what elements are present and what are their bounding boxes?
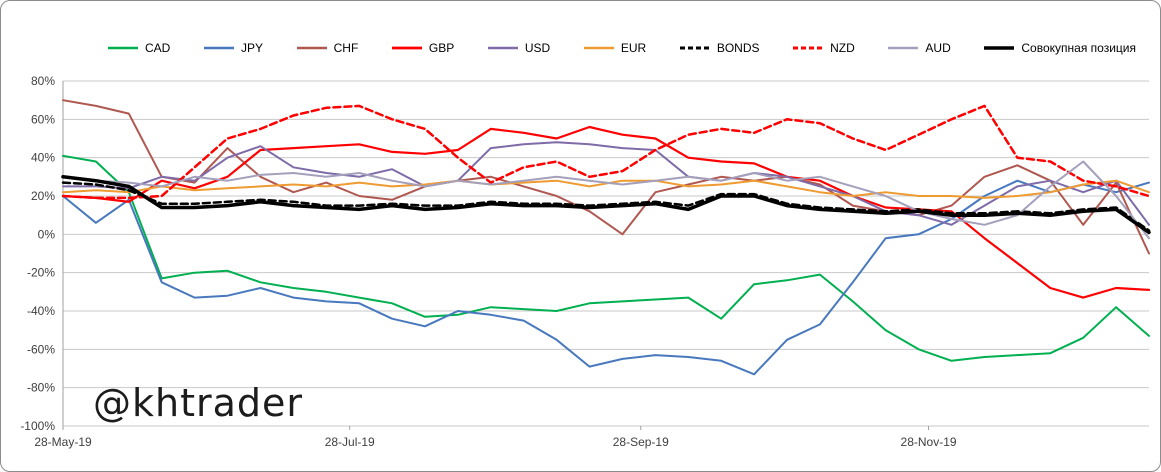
legend-swatch-jpy	[203, 46, 234, 50]
chart-legend: CAD JPY CHF GBP USD EUR BONDS NZD AUD Совокупная …	[107, 41, 1136, 55]
series-line-bonds	[61, 181, 1151, 232]
legend-item-usd: USD	[487, 41, 550, 55]
y-axis-label: 0%	[38, 227, 56, 241]
watermark: @khtrader	[93, 381, 304, 425]
legend-label-total: Совокупная позиция	[1021, 41, 1136, 55]
y-axis-label: -40%	[27, 304, 55, 318]
y-axis-label: -80%	[27, 381, 55, 395]
legend-swatch-total	[984, 46, 1015, 50]
legend-swatch-eur	[583, 46, 614, 50]
y-axis-label: -60%	[27, 342, 55, 356]
legend-item-eur: EUR	[583, 41, 646, 55]
y-axis-label: 40%	[31, 151, 55, 165]
legend-item-bonds: BONDS	[679, 41, 760, 55]
legend-swatch-usd	[487, 46, 518, 50]
legend-item-chf: CHF	[296, 41, 359, 55]
y-axis-label: -100%	[20, 419, 55, 433]
legend-label-jpy: JPY	[240, 41, 263, 55]
legend-item-gbp: GBP	[391, 41, 454, 55]
y-axis-label: 80%	[31, 74, 55, 88]
legend-item-jpy: JPY	[203, 41, 263, 55]
legend-swatch-gbp	[391, 46, 422, 50]
series-line-nzd	[61, 104, 1151, 200]
legend-item-aud: AUD	[887, 41, 951, 55]
series-line-aud	[62, 160, 1150, 240]
series-line-jpy	[62, 179, 1150, 376]
y-axis-label: 20%	[31, 189, 55, 203]
legend-swatch-cad	[108, 46, 138, 50]
legend-label-nzd: NZD	[830, 41, 855, 55]
series-line-total	[61, 175, 1151, 235]
legend-label-gbp: GBP	[428, 41, 455, 55]
legend-label-usd: USD	[524, 41, 551, 55]
x-axis-label: 28-May-19	[34, 435, 92, 449]
legend-item-total: Совокупная позиция	[983, 41, 1136, 55]
legend-item-nzd: NZD	[792, 41, 855, 55]
legend-swatch-chf	[296, 46, 327, 50]
y-axis-label: 60%	[31, 112, 55, 126]
legend-swatch-nzd	[793, 46, 824, 50]
series-line-cad	[62, 154, 1150, 362]
line-chart: 80% 60% 40% 20% 0% -20% -40% -60% -80% -100% 28-Ma…	[20, 74, 1151, 449]
legend-label-chf: CHF	[333, 41, 359, 55]
legend-label-aud: AUD	[925, 41, 951, 55]
x-axis-label: 28-Jul-19	[325, 435, 375, 449]
y-axis-label: -20%	[27, 266, 55, 280]
legend-label-eur: EUR	[620, 41, 647, 55]
legend-item-cad: CAD	[107, 41, 170, 55]
x-axis-label: 28-Sep-19	[613, 435, 669, 449]
legend-label-cad: CAD	[145, 41, 171, 55]
x-axis-label: 28-Nov-19	[901, 435, 957, 449]
legend-swatch-aud	[888, 46, 919, 50]
legend-swatch-bonds	[679, 46, 710, 50]
legend-label-bonds: BONDS	[716, 41, 760, 55]
series-line-gbp	[61, 125, 1151, 299]
